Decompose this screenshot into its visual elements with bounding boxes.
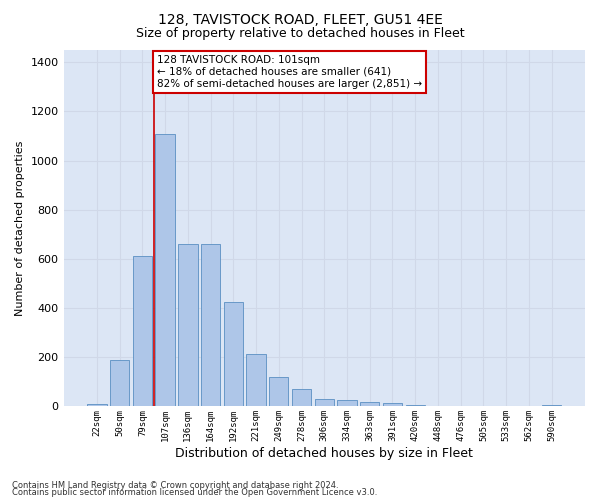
- Bar: [110, 360, 130, 406]
- Bar: [337, 400, 356, 406]
- Bar: [406, 405, 425, 406]
- Bar: [87, 404, 107, 406]
- Bar: [155, 134, 175, 406]
- Y-axis label: Number of detached properties: Number of detached properties: [15, 140, 25, 316]
- Bar: [383, 404, 402, 406]
- Text: 128, TAVISTOCK ROAD, FLEET, GU51 4EE: 128, TAVISTOCK ROAD, FLEET, GU51 4EE: [158, 12, 442, 26]
- X-axis label: Distribution of detached houses by size in Fleet: Distribution of detached houses by size …: [175, 447, 473, 460]
- Bar: [269, 377, 289, 406]
- Bar: [247, 354, 266, 406]
- Text: Contains HM Land Registry data © Crown copyright and database right 2024.: Contains HM Land Registry data © Crown c…: [12, 480, 338, 490]
- Text: Size of property relative to detached houses in Fleet: Size of property relative to detached ho…: [136, 28, 464, 40]
- Bar: [201, 244, 220, 406]
- Bar: [224, 302, 243, 406]
- Bar: [178, 244, 197, 406]
- Text: 128 TAVISTOCK ROAD: 101sqm
← 18% of detached houses are smaller (641)
82% of sem: 128 TAVISTOCK ROAD: 101sqm ← 18% of deta…: [157, 56, 422, 88]
- Bar: [360, 402, 379, 406]
- Bar: [542, 405, 561, 406]
- Text: Contains public sector information licensed under the Open Government Licence v3: Contains public sector information licen…: [12, 488, 377, 497]
- Bar: [314, 399, 334, 406]
- Bar: [133, 256, 152, 406]
- Bar: [292, 389, 311, 406]
